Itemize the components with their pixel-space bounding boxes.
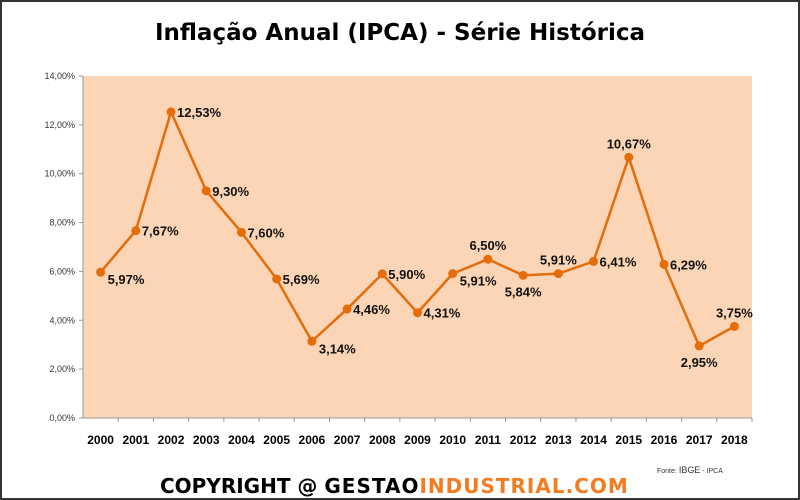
source-prefix: Fonte:	[657, 468, 677, 475]
data-point	[589, 256, 599, 266]
data-point	[694, 341, 704, 351]
x-tick-label: 2000	[87, 433, 114, 447]
data-label: 12,53%	[177, 105, 222, 120]
y-tick-label: 4,00%	[49, 315, 75, 325]
data-label: 7,60%	[247, 225, 284, 240]
data-point	[659, 259, 669, 269]
data-point	[413, 308, 422, 318]
x-tick-label: 2004	[228, 433, 255, 447]
x-tick-label: 2009	[404, 433, 431, 447]
data-label: 7,67%	[142, 224, 179, 239]
data-point	[483, 254, 493, 264]
x-tick-label: 2007	[334, 433, 361, 447]
x-tick-label: 2011	[475, 433, 501, 447]
x-tick-label: 2008	[369, 433, 396, 447]
data-point	[624, 152, 634, 162]
data-point	[448, 269, 458, 279]
data-label: 6,41%	[600, 254, 637, 269]
data-label: 5,84%	[505, 284, 542, 299]
data-label: 2,95%	[681, 355, 718, 370]
data-label: 5,91%	[540, 253, 577, 268]
data-point	[166, 107, 176, 117]
data-point	[307, 336, 317, 346]
x-tick-label: 2012	[510, 433, 537, 447]
x-tick-label: 2003	[193, 433, 220, 447]
data-point	[377, 269, 387, 279]
y-tick-label: 14,00%	[44, 71, 75, 81]
y-tick-label: 8,00%	[49, 218, 75, 228]
x-tick-label: 2013	[545, 433, 572, 447]
source-suffix: - IPCA	[702, 468, 723, 475]
x-tick-label: 2015	[615, 433, 642, 447]
source-note: Fonte: IBGE - IPCA	[657, 465, 723, 475]
source-org: IBGE	[678, 465, 701, 475]
data-point	[729, 321, 739, 331]
data-point	[553, 269, 563, 279]
x-tick-label: 2002	[158, 433, 185, 447]
data-label: 9,30%	[212, 184, 249, 199]
data-point	[96, 267, 106, 277]
x-tick-label: 2016	[651, 433, 678, 447]
copyright-logo: COPYRIGHT @ GESTAOINDUSTRIAL.COM	[160, 474, 629, 498]
data-point	[201, 186, 211, 196]
y-tick-label: 12,00%	[44, 120, 75, 130]
chart-title: Inflação Anual (IPCA) - Série Histórica	[154, 20, 646, 46]
data-label: 4,46%	[353, 302, 390, 317]
x-tick-label: 2014	[580, 433, 607, 447]
data-label: 5,97%	[108, 272, 145, 287]
data-point	[236, 227, 246, 237]
x-tick-label: 2001	[122, 433, 149, 447]
x-tick-label: 2005	[263, 433, 290, 447]
data-label: 6,50%	[469, 238, 506, 253]
plot-area	[83, 76, 752, 418]
data-label: 3,14%	[319, 341, 356, 356]
x-tick-label: 2010	[439, 433, 466, 447]
brand-industrial: INDUSTRIAL.COM	[419, 474, 629, 498]
data-label: 10,67%	[607, 136, 652, 151]
data-point	[131, 226, 141, 236]
brand-gestao: GESTAO	[324, 474, 420, 498]
copyright-text: COPYRIGHT @	[160, 474, 325, 498]
y-tick-label: 2,00%	[49, 364, 75, 374]
data-label: 4,31%	[424, 306, 461, 321]
data-label: 3,75%	[716, 305, 753, 320]
data-point	[518, 270, 528, 280]
x-tick-label: 2017	[686, 433, 713, 447]
y-tick-label: 0,00%	[49, 413, 75, 423]
data-label: 6,29%	[670, 257, 707, 272]
data-point	[272, 274, 282, 284]
data-label: 5,90%	[388, 267, 425, 282]
data-label: 5,91%	[460, 274, 497, 289]
x-tick-label: 2006	[299, 433, 326, 447]
data-label: 5,69%	[283, 272, 320, 287]
y-tick-label: 6,00%	[49, 266, 75, 276]
y-tick-label: 10,00%	[44, 169, 75, 179]
data-point	[342, 304, 352, 314]
x-tick-label: 2018	[721, 433, 748, 447]
